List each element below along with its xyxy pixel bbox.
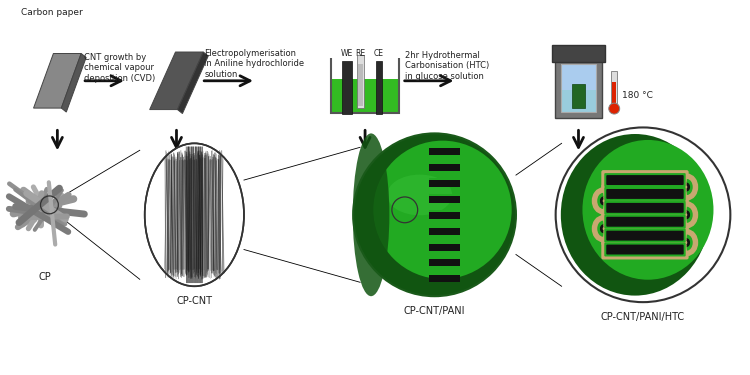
Bar xyxy=(342,61,352,114)
FancyBboxPatch shape xyxy=(602,226,688,246)
Bar xyxy=(428,194,460,203)
Text: Carbon paper: Carbon paper xyxy=(21,8,82,17)
Ellipse shape xyxy=(353,134,516,296)
Polygon shape xyxy=(34,54,81,108)
Bar xyxy=(560,64,596,112)
FancyBboxPatch shape xyxy=(602,212,688,232)
Text: 180 °C: 180 °C xyxy=(622,91,653,100)
Bar xyxy=(572,84,586,108)
Text: RE: RE xyxy=(356,49,366,58)
Bar xyxy=(428,242,460,250)
FancyBboxPatch shape xyxy=(604,201,686,215)
FancyBboxPatch shape xyxy=(606,231,684,241)
FancyBboxPatch shape xyxy=(604,187,686,201)
Bar xyxy=(428,258,460,266)
Text: WE: WE xyxy=(341,49,353,58)
Text: CNT growth by
chemical vapour
deposition (CVD): CNT growth by chemical vapour deposition… xyxy=(84,53,155,83)
FancyBboxPatch shape xyxy=(602,170,688,190)
FancyBboxPatch shape xyxy=(602,198,688,218)
Bar xyxy=(560,64,596,112)
Bar xyxy=(428,162,460,171)
Polygon shape xyxy=(178,52,209,114)
Circle shape xyxy=(609,103,619,114)
FancyBboxPatch shape xyxy=(604,215,686,229)
Bar xyxy=(428,226,460,235)
Bar xyxy=(552,45,605,62)
Bar xyxy=(428,146,460,155)
FancyBboxPatch shape xyxy=(602,184,688,204)
Ellipse shape xyxy=(374,141,512,279)
Text: CP-CNT/PANI: CP-CNT/PANI xyxy=(404,306,465,316)
FancyBboxPatch shape xyxy=(606,203,684,213)
Ellipse shape xyxy=(352,134,389,296)
Bar xyxy=(428,178,460,180)
Text: CP-CNT/PANI/HTC: CP-CNT/PANI/HTC xyxy=(601,312,685,322)
Bar xyxy=(428,210,460,219)
Bar xyxy=(611,71,617,109)
Bar xyxy=(555,48,602,117)
FancyBboxPatch shape xyxy=(604,243,686,256)
Bar xyxy=(428,210,460,212)
Bar xyxy=(332,79,399,113)
Bar xyxy=(428,273,460,282)
Polygon shape xyxy=(62,54,86,112)
FancyBboxPatch shape xyxy=(602,240,688,260)
Bar xyxy=(612,82,616,106)
Text: CP: CP xyxy=(38,272,51,282)
Bar xyxy=(428,258,460,259)
Bar xyxy=(428,178,460,187)
Text: HTC: HTC xyxy=(674,223,716,238)
Text: Electropolymerisation
in Aniline hydrochloride
solution: Electropolymerisation in Aniline hydroch… xyxy=(204,49,304,79)
Bar xyxy=(428,242,460,244)
Text: CE: CE xyxy=(374,49,384,58)
FancyBboxPatch shape xyxy=(606,175,684,185)
Bar xyxy=(428,162,460,164)
Bar xyxy=(376,61,382,114)
Polygon shape xyxy=(150,52,203,110)
Bar xyxy=(357,55,364,108)
Bar xyxy=(358,64,363,106)
FancyBboxPatch shape xyxy=(606,217,684,227)
Ellipse shape xyxy=(583,140,713,280)
FancyBboxPatch shape xyxy=(604,173,686,187)
Circle shape xyxy=(556,128,730,302)
Bar xyxy=(428,273,460,275)
Ellipse shape xyxy=(387,175,452,215)
Bar xyxy=(428,194,460,196)
Ellipse shape xyxy=(145,143,244,286)
Bar xyxy=(428,226,460,228)
FancyBboxPatch shape xyxy=(604,229,686,243)
Bar xyxy=(428,146,460,148)
FancyBboxPatch shape xyxy=(606,244,684,255)
Text: 2hr Hydrothermal
Carbonisation (HTC)
in glucose solution: 2hr Hydrothermal Carbonisation (HTC) in … xyxy=(405,51,489,81)
Ellipse shape xyxy=(561,134,710,296)
Text: CP-CNT: CP-CNT xyxy=(176,296,212,306)
FancyBboxPatch shape xyxy=(606,189,684,199)
Bar xyxy=(560,64,596,90)
